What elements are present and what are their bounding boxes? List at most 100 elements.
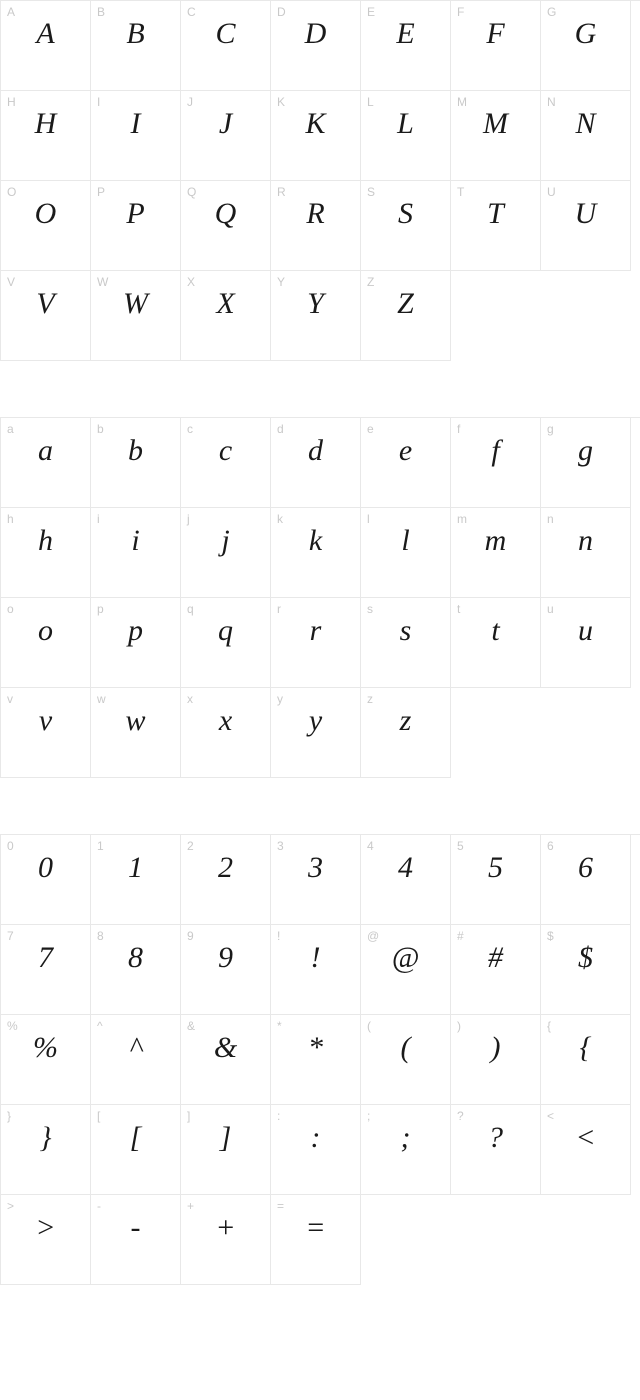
glyph-cell[interactable]: }}	[1, 1105, 91, 1195]
glyph-cell[interactable]: pp	[91, 598, 181, 688]
glyph-cell[interactable]: **	[271, 1015, 361, 1105]
glyph-cell[interactable]: VV	[1, 271, 91, 361]
glyph-cell[interactable]: kk	[271, 508, 361, 598]
glyph-cell[interactable]: 00	[1, 835, 91, 925]
glyph-cell[interactable]: !!	[271, 925, 361, 1015]
glyph-cell[interactable]: @@	[361, 925, 451, 1015]
glyph-cell[interactable]: JJ	[181, 91, 271, 181]
glyph-cell[interactable]: --	[91, 1195, 181, 1285]
glyph-cell[interactable]: mm	[451, 508, 541, 598]
glyph-cell[interactable]: ff	[451, 418, 541, 508]
glyph-cell[interactable]: [[	[91, 1105, 181, 1195]
glyph-cell[interactable]: TT	[451, 181, 541, 271]
glyph-cell[interactable]: PP	[91, 181, 181, 271]
glyph-cell[interactable]: 33	[271, 835, 361, 925]
glyph-cell[interactable]: RR	[271, 181, 361, 271]
glyph: <	[541, 1123, 630, 1153]
glyph-cell[interactable]: &&	[181, 1015, 271, 1105]
glyph-cell[interactable]: ww	[91, 688, 181, 778]
glyph-cell[interactable]: hh	[1, 508, 91, 598]
glyph-cell[interactable]: 44	[361, 835, 451, 925]
glyph-cell[interactable]: ??	[451, 1105, 541, 1195]
glyph-cell[interactable]: 77	[1, 925, 91, 1015]
glyph-cell[interactable]: aa	[1, 418, 91, 508]
glyph-cell[interactable]: ((	[361, 1015, 451, 1105]
glyph: $	[541, 943, 630, 973]
glyph-cell[interactable]: zz	[361, 688, 451, 778]
glyph-cell[interactable]: YY	[271, 271, 361, 361]
glyph-cell[interactable]: XX	[181, 271, 271, 361]
glyph-cell[interactable]: UU	[541, 181, 631, 271]
glyph: U	[541, 199, 630, 229]
glyph-cell[interactable]: oo	[1, 598, 91, 688]
glyph-cell[interactable]: DD	[271, 1, 361, 91]
glyph-cell[interactable]: GG	[541, 1, 631, 91]
glyph-cell[interactable]: ::	[271, 1105, 361, 1195]
section-lowercase: aabbccddeeffgg hhiijjkkllmmnn ooppqqrrsstt…	[0, 417, 640, 778]
glyph-cell[interactable]: ==	[271, 1195, 361, 1285]
glyph-cell[interactable]: dd	[271, 418, 361, 508]
glyph-cell[interactable]: gg	[541, 418, 631, 508]
glyph: x	[181, 706, 270, 736]
glyph-cell[interactable]: FF	[451, 1, 541, 91]
glyph-cell[interactable]: CC	[181, 1, 271, 91]
glyph-cell[interactable]: vv	[1, 688, 91, 778]
glyph-cell[interactable]: jj	[181, 508, 271, 598]
glyph-cell[interactable]: ii	[91, 508, 181, 598]
glyph-cell[interactable]: ZZ	[361, 271, 451, 361]
glyph-cell[interactable]: LL	[361, 91, 451, 181]
glyph-cell[interactable]: cc	[181, 418, 271, 508]
glyph-cell[interactable]: AA	[1, 1, 91, 91]
glyph-cell[interactable]: {{	[541, 1015, 631, 1105]
empty-cell	[361, 1195, 451, 1285]
key-label: >	[7, 1199, 14, 1213]
glyph-cell[interactable]: nn	[541, 508, 631, 598]
key-label: Y	[277, 275, 285, 289]
glyph-cell[interactable]: HH	[1, 91, 91, 181]
glyph-cell[interactable]: qq	[181, 598, 271, 688]
glyph-cell[interactable]: rr	[271, 598, 361, 688]
key-label: $	[547, 929, 554, 943]
key-label: q	[187, 602, 194, 616]
glyph-cell[interactable]: uu	[541, 598, 631, 688]
glyph-cell[interactable]: 55	[451, 835, 541, 925]
glyph: t	[451, 616, 540, 646]
glyph-cell[interactable]: $$	[541, 925, 631, 1015]
glyph: H	[1, 109, 90, 139]
glyph-cell[interactable]: <<	[541, 1105, 631, 1195]
glyph-cell[interactable]: xx	[181, 688, 271, 778]
glyph-cell[interactable]: OO	[1, 181, 91, 271]
glyph-cell[interactable]: %%	[1, 1015, 91, 1105]
glyph-cell[interactable]: QQ	[181, 181, 271, 271]
glyph-cell[interactable]: 22	[181, 835, 271, 925]
glyph-cell[interactable]: ee	[361, 418, 451, 508]
glyph-cell[interactable]: II	[91, 91, 181, 181]
glyph-cell[interactable]: ss	[361, 598, 451, 688]
glyph-cell[interactable]: ##	[451, 925, 541, 1015]
glyph-cell[interactable]: 99	[181, 925, 271, 1015]
key-label: P	[97, 185, 105, 199]
glyph-cell[interactable]: MM	[451, 91, 541, 181]
glyph-cell[interactable]: 11	[91, 835, 181, 925]
glyph-cell[interactable]: bb	[91, 418, 181, 508]
key-label: ^	[97, 1019, 103, 1033]
glyph-cell[interactable]: SS	[361, 181, 451, 271]
glyph-cell[interactable]: BB	[91, 1, 181, 91]
glyph-cell[interactable]: ]]	[181, 1105, 271, 1195]
glyph-cell[interactable]: ))	[451, 1015, 541, 1105]
glyph-cell[interactable]: 66	[541, 835, 631, 925]
glyph-cell[interactable]: yy	[271, 688, 361, 778]
glyph-cell[interactable]: ;;	[361, 1105, 451, 1195]
glyph: ^	[91, 1033, 180, 1063]
glyph-cell[interactable]: WW	[91, 271, 181, 361]
glyph-cell[interactable]: ^^	[91, 1015, 181, 1105]
glyph-cell[interactable]: ++	[181, 1195, 271, 1285]
glyph-cell[interactable]: >>	[1, 1195, 91, 1285]
glyph-cell[interactable]: KK	[271, 91, 361, 181]
glyph-cell[interactable]: ll	[361, 508, 451, 598]
glyph-cell[interactable]: NN	[541, 91, 631, 181]
glyph-cell[interactable]: EE	[361, 1, 451, 91]
glyph-cell[interactable]: 88	[91, 925, 181, 1015]
glyph: d	[271, 436, 360, 466]
glyph-cell[interactable]: tt	[451, 598, 541, 688]
